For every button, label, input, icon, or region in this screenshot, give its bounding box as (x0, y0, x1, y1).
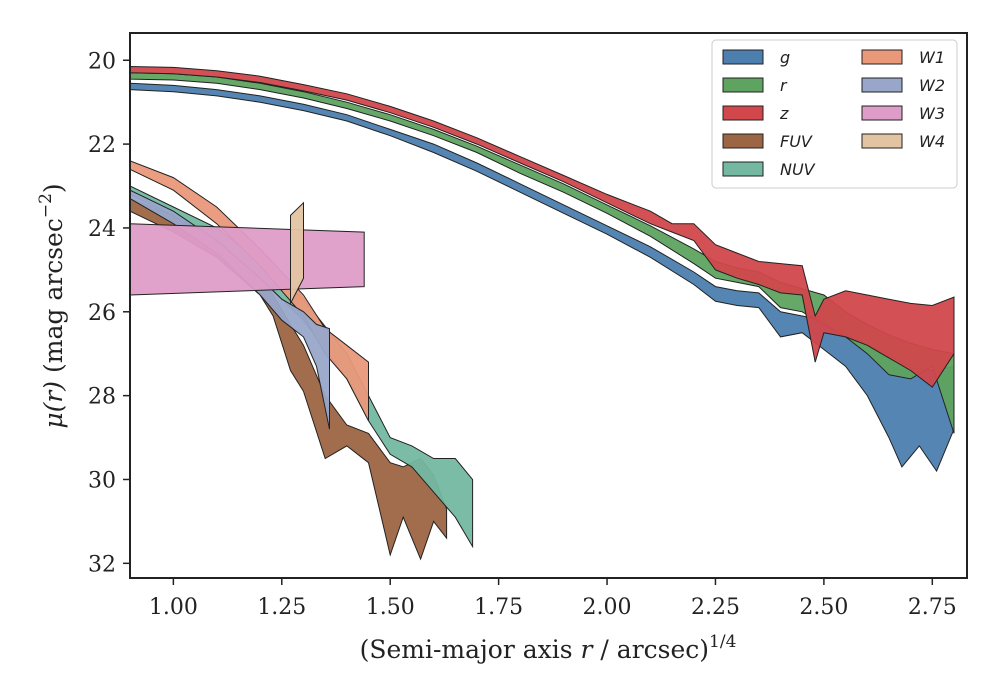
x-tick-label: 2.25 (691, 595, 740, 620)
legend-swatch-fuv (722, 133, 764, 149)
y-tick-label: 20 (88, 49, 116, 74)
band-r (130, 72, 955, 434)
x-tick-label: 2.75 (908, 595, 957, 620)
legend-label-g: g (780, 48, 790, 67)
y-tick-label: 32 (88, 552, 116, 577)
band-w4 (290, 201, 304, 304)
legend-swatch-w2 (861, 77, 903, 93)
x-tick-label: 1.00 (149, 595, 198, 620)
legend-swatch-w1 (861, 49, 903, 65)
legend-swatch-w4 (861, 133, 903, 149)
plot-frame (129, 32, 968, 579)
legend-box (711, 39, 958, 189)
x-tick-label: 2.00 (583, 595, 632, 620)
legend-swatch-z (722, 105, 764, 121)
axis-ticks: 1.00 1.25 1.50 1.75 2.00 2.25 2.50 2.75 20 22 24 26… (88, 49, 957, 620)
legend-swatch-r (722, 77, 764, 93)
legend-swatch-nuv (722, 161, 764, 177)
band-w3 (130, 223, 365, 296)
legend-label-w2: W2 (919, 76, 945, 95)
legend-label-z: z (779, 104, 789, 123)
plot-area (130, 65, 955, 561)
x-tick-label: 2.50 (799, 595, 848, 620)
x-tick-label: 1.75 (474, 595, 523, 620)
x-axis-title: (Semi-major axis r / arcsec)1/4 (360, 632, 737, 664)
y-axis-title: μ(r) (mag arcsec−2) (36, 183, 68, 428)
x-tick-label: 1.50 (366, 595, 415, 620)
x-tick-label: 1.25 (257, 595, 306, 620)
legend-label-r: r (780, 76, 788, 95)
band-z (130, 65, 955, 388)
y-tick-label: 22 (88, 133, 116, 158)
legend-label-fuv: FUV (780, 132, 813, 151)
legend-label-w3: W3 (919, 104, 945, 123)
legend-swatch-g (722, 49, 764, 65)
legend-label-w1: W1 (919, 48, 945, 67)
legend-label-w4: W4 (919, 132, 945, 151)
legend-swatch-w3 (861, 105, 903, 121)
legend: grz FUV NUV W1 W2 W3 W4 (711, 39, 958, 189)
legend-label-nuv: NUV (780, 160, 816, 179)
y-tick-label: 30 (88, 468, 116, 493)
y-tick-label: 26 (88, 301, 116, 326)
y-tick-label: 28 (88, 385, 116, 410)
y-tick-label: 24 (88, 217, 116, 242)
